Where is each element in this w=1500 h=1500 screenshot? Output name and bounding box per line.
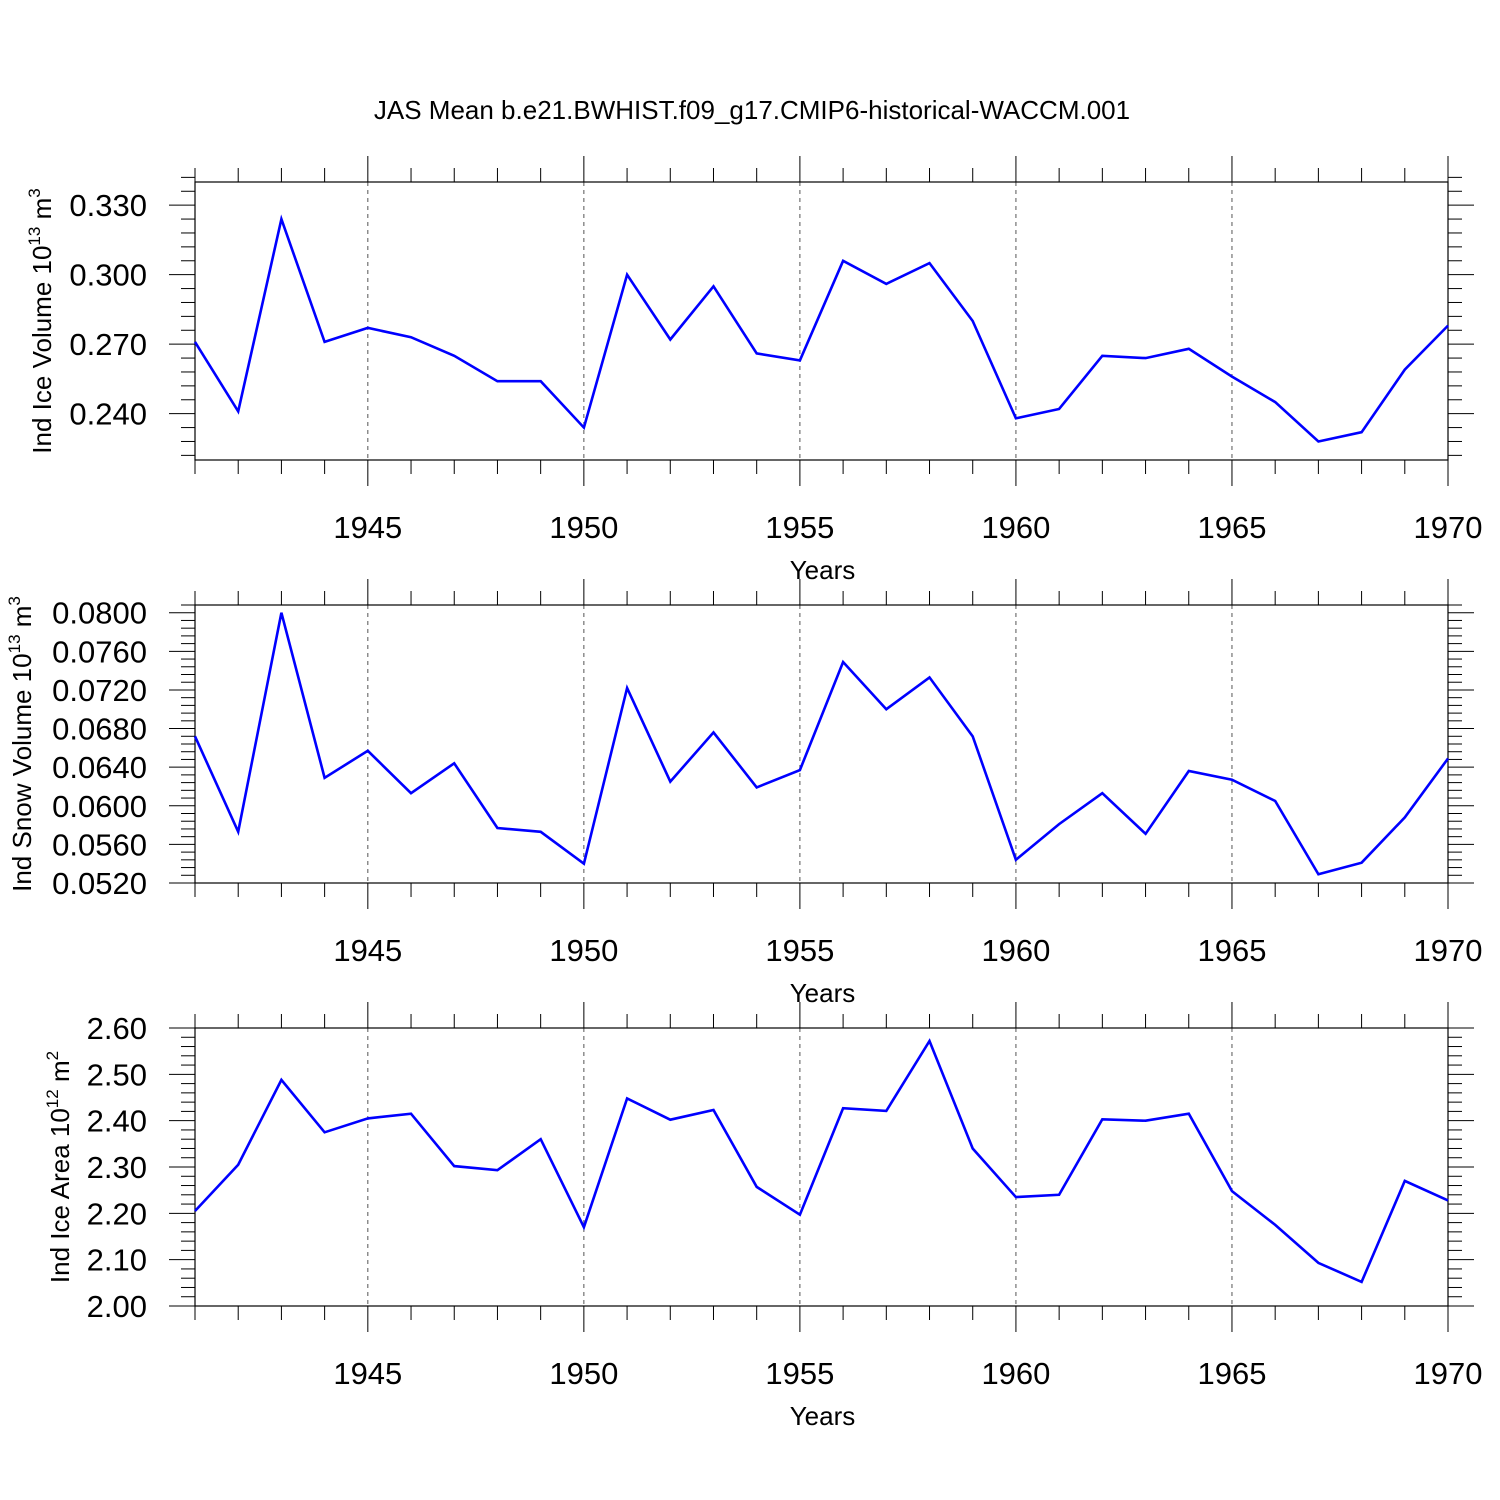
- x-tick-label: 1970: [1414, 510, 1483, 545]
- y-axis-label: Ind Snow Volume 1013 m3: [5, 596, 37, 892]
- y-tick-label: 2.00: [87, 1289, 147, 1324]
- x-tick-label: 1945: [333, 1356, 402, 1391]
- y-axis-label: Ind Ice Volume 1013 m3: [25, 188, 57, 453]
- x-tick-label: 1950: [549, 1356, 618, 1391]
- y-tick-label: 0.0520: [52, 866, 147, 901]
- plot-frame: [194, 181, 1449, 461]
- y-tick-label: 0.0680: [52, 712, 147, 747]
- x-tick-label: 1945: [333, 510, 402, 545]
- plot-frame: [194, 604, 1449, 884]
- y-tick-label: 0.0800: [52, 596, 147, 631]
- y-tick-label: 2.10: [87, 1243, 147, 1278]
- series-line: [193, 612, 1450, 876]
- y-tick-label: 0.240: [69, 397, 147, 432]
- y-tick-label: 2.20: [87, 1196, 147, 1231]
- x-tick-label: 1945: [333, 933, 402, 968]
- y-tick-label: 0.270: [69, 327, 147, 362]
- y-axis-label: Ind Ice Area 1012 m2: [43, 1051, 75, 1283]
- x-tick-label: 1960: [981, 1356, 1050, 1391]
- x-tick-label: 1950: [549, 510, 618, 545]
- x-tick-label: 1950: [549, 933, 618, 968]
- y-tick-label: 2.60: [87, 1011, 147, 1046]
- y-tick-label: 0.0720: [52, 673, 147, 708]
- panel-1: 1945 1950 1955 1960 1965 1970 Years 0.240 0.270 0…: [25, 156, 1482, 585]
- y-tick-label: 0.330: [69, 188, 147, 223]
- x-axis-label: Years: [790, 1401, 856, 1431]
- x-tick-label: 1960: [981, 933, 1050, 968]
- y-tick-label: 0.0760: [52, 634, 147, 669]
- series-line: [193, 214, 1449, 443]
- panel-2: 1945 1950 1955 1960 1965 1970 Years 0.0520 0.056…: [5, 579, 1482, 1008]
- y-tick-label: 0.0640: [52, 750, 147, 785]
- panel-3: 1945 1950 1955 1960 1965 1970 Years 2.00 2.10 2.2…: [43, 1002, 1482, 1431]
- x-tick-label: 1955: [765, 1356, 834, 1391]
- panels: 1945 1950 1955 1960 1965 1970 Years 0.240 0.270 0…: [5, 156, 1482, 1431]
- y-tick-label: 0.300: [69, 258, 147, 293]
- plot-frame: [194, 1027, 1449, 1307]
- x-axis-label: Years: [790, 555, 856, 585]
- x-tick-label: 1965: [1197, 1356, 1266, 1391]
- x-tick-label: 1965: [1197, 933, 1266, 968]
- chart-title: JAS Mean b.e21.BWHIST.f09_g17.CMIP6-hist…: [374, 95, 1130, 125]
- y-tick-label: 2.50: [87, 1057, 147, 1092]
- series-line: [194, 1038, 1449, 1284]
- x-axis-label: Years: [790, 978, 856, 1008]
- x-tick-label: 1960: [981, 510, 1050, 545]
- x-tick-label: 1970: [1414, 933, 1483, 968]
- x-tick-label: 1965: [1197, 510, 1266, 545]
- x-tick-label: 1955: [765, 510, 834, 545]
- y-tick-label: 0.0600: [52, 789, 147, 824]
- y-tick-label: 0.0560: [52, 827, 147, 862]
- x-tick-label: 1970: [1414, 1356, 1483, 1391]
- y-tick-label: 2.40: [87, 1104, 147, 1139]
- x-tick-label: 1955: [765, 933, 834, 968]
- y-tick-label: 2.30: [87, 1150, 147, 1185]
